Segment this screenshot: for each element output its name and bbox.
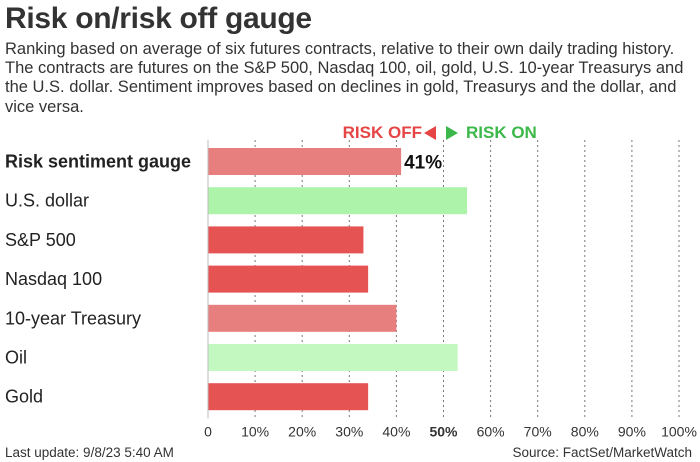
chart-subtitle: Ranking based on average of six futures … bbox=[5, 40, 684, 116]
x-tick-label: 30% bbox=[335, 423, 363, 439]
x-tick-label: 20% bbox=[288, 423, 316, 439]
bar bbox=[208, 265, 369, 293]
category-label: Oil bbox=[5, 348, 27, 368]
data-label: 41% bbox=[404, 153, 442, 174]
category-label: Nasdaq 100 bbox=[5, 269, 102, 289]
category-label: 10-year Treasury bbox=[5, 308, 141, 328]
category-label: Gold bbox=[5, 387, 43, 407]
x-tick-label: 60% bbox=[477, 423, 505, 439]
risk-off-arrow-icon bbox=[424, 126, 436, 140]
bar bbox=[208, 148, 402, 175]
risk-on-label: RISK ON bbox=[466, 123, 537, 142]
source-credit: Source: FactSet/MarketWatch bbox=[512, 445, 692, 460]
risk-on-arrow-icon bbox=[446, 126, 458, 140]
x-tick-label: 70% bbox=[524, 423, 552, 439]
last-update: Last update: 9/8/23 5:40 AM bbox=[5, 445, 174, 460]
x-tick-label: 50% bbox=[429, 423, 458, 439]
bar bbox=[208, 226, 364, 254]
x-tick-label: 100% bbox=[661, 423, 697, 439]
bar bbox=[208, 383, 369, 411]
bar bbox=[208, 344, 458, 371]
risk-legend: RISK OFF RISK ON bbox=[0, 123, 700, 145]
x-tick-label: 10% bbox=[241, 423, 269, 439]
chart-title: Risk on/risk off gauge bbox=[5, 2, 312, 35]
category-label: S&P 500 bbox=[5, 230, 76, 250]
bar bbox=[208, 187, 468, 215]
x-tick-label: 80% bbox=[571, 423, 599, 439]
risk-off-label: RISK OFF bbox=[342, 123, 422, 142]
bar bbox=[208, 304, 397, 332]
category-label: Risk sentiment gauge bbox=[5, 152, 191, 172]
x-tick-label: 90% bbox=[618, 423, 646, 439]
x-tick-label: 40% bbox=[382, 423, 410, 439]
category-label: U.S. dollar bbox=[5, 191, 89, 211]
x-tick-label: 0 bbox=[204, 423, 212, 439]
gauge-bar-chart: Risk sentiment gauge 41% U.S. dollar S&P 50… bbox=[5, 140, 697, 439]
